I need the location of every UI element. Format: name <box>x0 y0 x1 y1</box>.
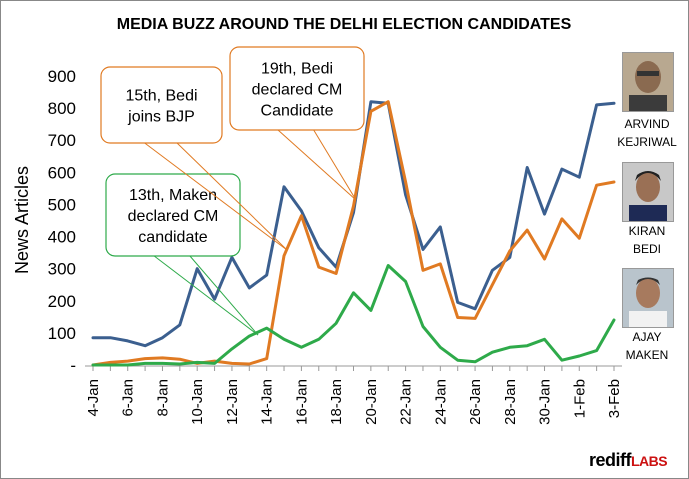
x-tick-label: 18-Jan <box>328 379 345 425</box>
bedi-label-line2: BEDI <box>632 242 661 256</box>
annotation-text: candidate <box>138 229 207 246</box>
y-tick-label: 400 <box>48 228 76 247</box>
annotation-text: 15th, Bedi <box>125 88 197 105</box>
x-tick-label: 16-Jan <box>293 379 310 425</box>
x-tick-label: 6-Jan <box>120 379 137 417</box>
kejriwal-label-line2: KEJRIWAL <box>617 135 677 149</box>
callout-pointer <box>276 128 357 201</box>
maken-label-line2: MAKEN <box>625 348 669 362</box>
x-tick-label: 1-Feb <box>571 379 588 418</box>
logo-sub: LABS <box>631 453 668 469</box>
y-tick-label: - <box>70 356 76 375</box>
maken-label-line1: AJAY <box>632 330 662 344</box>
y-tick-label: 600 <box>48 163 76 182</box>
bedi-photo <box>622 162 674 222</box>
x-tick-label: 8-Jan <box>154 379 171 417</box>
series-line-maken <box>91 264 616 367</box>
annotation-text: 13th, Maken <box>129 187 217 204</box>
logo-main: rediff <box>589 450 632 470</box>
y-tick-label: 700 <box>48 131 76 150</box>
x-tick-label: 3-Feb <box>606 379 623 418</box>
y-tick-label: 900 <box>48 67 76 86</box>
y-tick-label: 800 <box>48 99 76 118</box>
annotation-text: joins BJP <box>127 109 195 126</box>
annotation-callout <box>229 46 365 131</box>
y-axis-label: News Articles <box>12 166 32 274</box>
x-tick-label: 14-Jan <box>259 379 276 425</box>
annotation-text: 19th, Bedi <box>261 61 333 78</box>
bedi-label: KIRAN BEDI <box>606 222 688 258</box>
kejriwal-label: ARVIND KEJRIWAL <box>606 115 688 151</box>
annotation-text: declared CM <box>128 208 219 225</box>
callout-pointer <box>152 254 259 336</box>
portrait-icon <box>623 163 673 221</box>
callout-pointer <box>312 128 357 201</box>
x-tick-label: 28-Jan <box>502 379 519 425</box>
x-tick-label: 26-Jan <box>467 379 484 425</box>
y-tick-label: 300 <box>48 260 76 279</box>
annotation-text: Candidate <box>261 103 334 120</box>
rediff-labs-logo: rediffLABS <box>589 450 668 471</box>
x-tick-label: 24-Jan <box>432 379 449 425</box>
kejriwal-label-line1: ARVIND <box>624 117 670 131</box>
x-tick-label: 12-Jan <box>224 379 241 425</box>
maken-label: AJAY MAKEN <box>606 328 688 364</box>
x-tick-label: 22-Jan <box>398 379 415 425</box>
maken-photo <box>622 268 674 328</box>
callout-pointer <box>143 141 288 251</box>
series-line-kejriwal <box>91 100 616 348</box>
callout-pointer <box>175 141 288 251</box>
x-tick-label: 30-Jan <box>537 379 554 425</box>
y-tick-label: 500 <box>48 195 76 214</box>
x-tick-label: 10-Jan <box>189 379 206 425</box>
series-line-bedi <box>91 100 616 367</box>
portrait-icon <box>623 53 673 111</box>
y-tick-label: 100 <box>48 324 76 343</box>
kejriwal-photo <box>622 52 674 112</box>
callout-pointer <box>188 254 259 336</box>
bedi-label-line1: KIRAN <box>628 224 666 238</box>
annotation-text: declared CM <box>252 82 343 99</box>
x-tick-label: 4-Jan <box>85 379 102 417</box>
x-tick-label: 20-Jan <box>363 379 380 425</box>
annotation-callout <box>100 66 223 144</box>
portrait-icon <box>623 269 673 327</box>
y-tick-label: 200 <box>48 292 76 311</box>
chart-title: MEDIA BUZZ AROUND THE DELHI ELECTION CAN… <box>117 16 572 33</box>
